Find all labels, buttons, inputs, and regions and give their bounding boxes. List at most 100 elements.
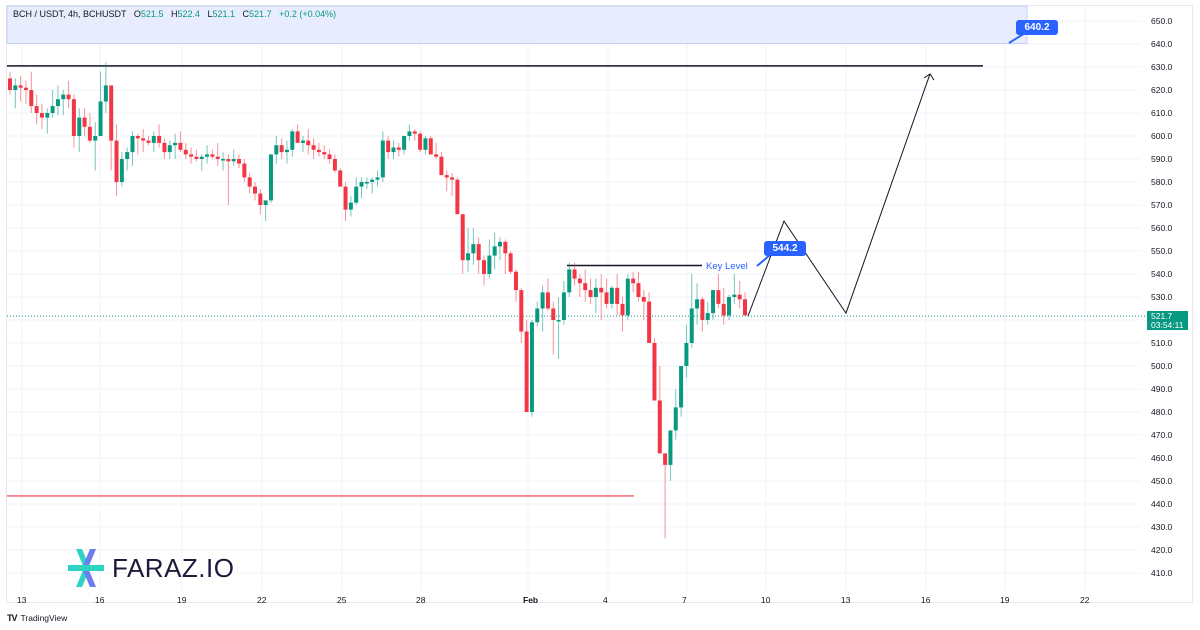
- candle[interactable]: [684, 324, 689, 378]
- candle[interactable]: [615, 274, 620, 316]
- candle[interactable]: [711, 290, 716, 320]
- candle[interactable]: [508, 251, 513, 274]
- candle[interactable]: [561, 280, 566, 325]
- candle[interactable]: [300, 136, 305, 153]
- candle[interactable]: [274, 136, 279, 164]
- candle[interactable]: [332, 154, 337, 173]
- candle[interactable]: [434, 142, 439, 159]
- candle[interactable]: [258, 188, 263, 215]
- candle[interactable]: [29, 71, 34, 113]
- candle[interactable]: [556, 297, 561, 360]
- candle[interactable]: [439, 152, 444, 176]
- candle[interactable]: [631, 271, 636, 293]
- candle[interactable]: [476, 237, 481, 274]
- candle[interactable]: [428, 136, 433, 155]
- candle[interactable]: [743, 292, 747, 316]
- candle[interactable]: [482, 255, 487, 286]
- candle[interactable]: [492, 232, 497, 270]
- candle[interactable]: [529, 320, 534, 417]
- candle[interactable]: [498, 237, 502, 261]
- key-level-callout[interactable]: 544.2: [764, 241, 806, 256]
- candle[interactable]: [167, 140, 172, 159]
- candle[interactable]: [418, 131, 423, 153]
- candle[interactable]: [524, 320, 529, 412]
- candle[interactable]: [540, 285, 545, 332]
- candle[interactable]: [641, 290, 646, 320]
- candle[interactable]: [71, 94, 76, 148]
- candle[interactable]: [663, 453, 668, 539]
- candle[interactable]: [572, 262, 577, 286]
- candle[interactable]: [247, 172, 252, 194]
- candle[interactable]: [545, 278, 550, 311]
- candle[interactable]: [513, 269, 518, 302]
- candle[interactable]: [354, 177, 359, 205]
- candle[interactable]: [444, 170, 449, 192]
- candle[interactable]: [727, 294, 732, 320]
- candle[interactable]: [386, 136, 391, 159]
- candle[interactable]: [423, 136, 428, 155]
- candle[interactable]: [103, 62, 108, 113]
- candle[interactable]: [737, 280, 742, 309]
- candle[interactable]: [119, 152, 124, 187]
- candle[interactable]: [705, 301, 710, 325]
- tradingview-footer[interactable]: TV TradingView: [7, 613, 67, 623]
- target-callout[interactable]: 640.2: [1016, 20, 1058, 35]
- candle[interactable]: [61, 90, 66, 116]
- candle[interactable]: [316, 142, 321, 157]
- candle[interactable]: [253, 182, 257, 201]
- candle[interactable]: [162, 138, 167, 159]
- candle[interactable]: [370, 177, 375, 194]
- candle[interactable]: [173, 133, 178, 159]
- candle[interactable]: [205, 145, 210, 164]
- candle[interactable]: [679, 366, 684, 417]
- candle[interactable]: [268, 154, 273, 203]
- candle[interactable]: [34, 94, 39, 125]
- candle[interactable]: [39, 103, 44, 130]
- candle[interactable]: [141, 129, 146, 153]
- candle[interactable]: [391, 140, 396, 159]
- candle[interactable]: [322, 145, 327, 159]
- candle[interactable]: [135, 133, 140, 155]
- candle[interactable]: [503, 239, 508, 275]
- candle[interactable]: [226, 154, 231, 205]
- candle[interactable]: [466, 228, 471, 272]
- candle[interactable]: [189, 147, 194, 164]
- candle[interactable]: [412, 129, 417, 141]
- candle[interactable]: [695, 283, 700, 325]
- key-level-label[interactable]: Key Level: [706, 261, 748, 272]
- candle[interactable]: [380, 131, 385, 182]
- candle[interactable]: [151, 131, 156, 153]
- candle[interactable]: [689, 274, 694, 348]
- candle[interactable]: [519, 287, 524, 343]
- candle[interactable]: [375, 170, 380, 187]
- candle[interactable]: [668, 430, 673, 481]
- candle[interactable]: [306, 129, 311, 155]
- candle[interactable]: [471, 228, 476, 265]
- candle[interactable]: [290, 129, 295, 157]
- candle[interactable]: [178, 131, 183, 153]
- candle[interactable]: [45, 108, 50, 134]
- candle[interactable]: [721, 287, 726, 325]
- candle[interactable]: [652, 338, 657, 401]
- candle[interactable]: [50, 90, 55, 118]
- candle[interactable]: [183, 142, 188, 159]
- candle[interactable]: [657, 366, 662, 454]
- candle[interactable]: [609, 285, 614, 309]
- candle[interactable]: [327, 149, 332, 164]
- candle[interactable]: [279, 138, 284, 159]
- candle[interactable]: [8, 71, 12, 95]
- candle[interactable]: [450, 172, 455, 196]
- candle[interactable]: [157, 124, 162, 148]
- candle[interactable]: [109, 85, 114, 171]
- candle[interactable]: [311, 138, 316, 159]
- candle[interactable]: [583, 269, 588, 302]
- candle[interactable]: [551, 301, 556, 355]
- candle[interactable]: [636, 271, 641, 302]
- candle[interactable]: [577, 274, 582, 297]
- candle[interactable]: [364, 177, 369, 189]
- candle[interactable]: [455, 177, 460, 215]
- candle[interactable]: [343, 182, 348, 222]
- candle[interactable]: [18, 76, 23, 102]
- candle[interactable]: [263, 200, 268, 222]
